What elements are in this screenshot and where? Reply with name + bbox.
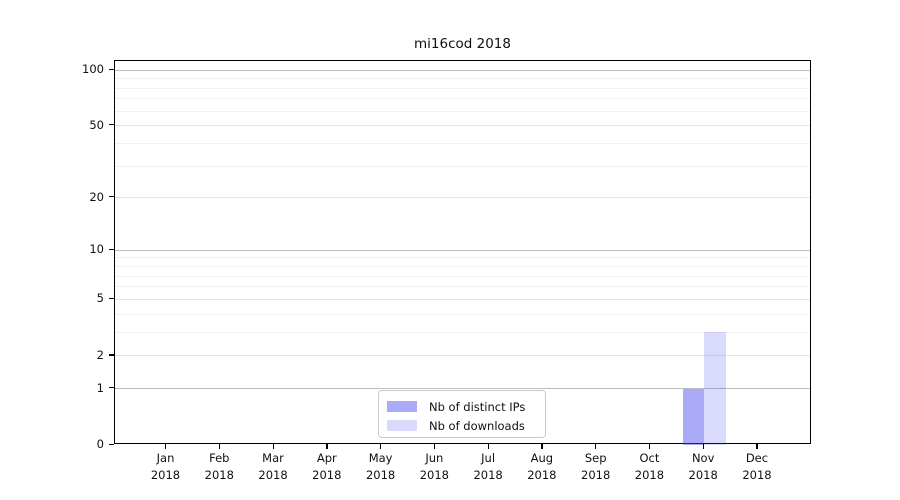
- y-tick-mark: [109, 196, 114, 198]
- x-tick-mark: [272, 444, 274, 449]
- x-tick-label: Jul 2018: [473, 451, 503, 482]
- y-tick-label: 1: [96, 380, 104, 395]
- x-tick-mark: [165, 444, 167, 449]
- gridline: [115, 266, 810, 268]
- x-tick-mark: [595, 444, 597, 449]
- legend-swatch-downloads-icon: [387, 420, 417, 431]
- x-tick-label: Feb 2018: [204, 451, 234, 482]
- x-tick-label: Mar 2018: [258, 451, 288, 482]
- gridline: [115, 98, 810, 100]
- y-tick-mark: [109, 443, 114, 445]
- plot-area: [114, 60, 811, 445]
- legend-swatch-distinct-ips-icon: [387, 401, 417, 412]
- x-tick-label: Dec 2018: [742, 451, 772, 482]
- bar-distinct-ips: [682, 388, 705, 445]
- gridline: [115, 355, 810, 357]
- legend-item-downloads: Nb of downloads: [387, 416, 537, 435]
- x-tick-mark: [487, 444, 489, 449]
- x-tick-label: May 2018: [365, 451, 396, 482]
- gridline: [115, 257, 810, 259]
- gridline: [115, 286, 810, 288]
- chart-title: mi16cod 2018: [414, 36, 511, 52]
- x-tick-mark: [380, 444, 382, 449]
- y-tick-mark: [109, 387, 114, 389]
- y-tick-label: 10: [89, 242, 104, 257]
- y-tick-mark: [109, 354, 114, 356]
- x-tick-mark: [541, 444, 543, 449]
- y-tick-mark: [109, 248, 114, 251]
- legend-label-distinct-ips: Nb of distinct IPs: [429, 399, 526, 414]
- gridline: [115, 197, 810, 199]
- x-tick-label: Jun 2018: [419, 451, 449, 482]
- x-tick-mark: [702, 444, 704, 449]
- gridline: [115, 142, 810, 144]
- y-tick-label: 2: [96, 347, 104, 362]
- y-tick-label: 0: [96, 437, 104, 451]
- x-tick-label: Sep 2018: [581, 451, 611, 482]
- gridline: [115, 165, 810, 167]
- gridline: [115, 87, 810, 89]
- y-tick-mark: [109, 124, 114, 126]
- gridline: [115, 78, 810, 80]
- gridline: [115, 69, 810, 71]
- x-tick-label: Nov 2018: [688, 451, 718, 482]
- y-tick-mark: [109, 297, 114, 300]
- gridline: [115, 388, 810, 390]
- x-tick-mark: [218, 444, 221, 449]
- x-tick-label: Apr 2018: [312, 451, 342, 482]
- legend-label-downloads: Nb of downloads: [429, 418, 525, 433]
- y-tick-label: 50: [89, 117, 104, 132]
- y-tick-label: 20: [89, 189, 104, 204]
- x-tick-label: Jan 2018: [150, 451, 181, 482]
- gridline: [115, 125, 810, 127]
- legend-item-distinct-ips: Nb of distinct IPs: [387, 397, 537, 416]
- x-tick-label: Oct 2018: [634, 451, 665, 482]
- bar-downloads: [704, 332, 726, 445]
- gridline: [115, 313, 810, 315]
- y-tick-label: 5: [96, 291, 104, 306]
- y-tick-label: 100: [82, 62, 104, 77]
- gridline: [115, 249, 810, 251]
- x-tick-mark: [648, 444, 651, 449]
- x-tick-mark: [433, 444, 436, 449]
- x-tick-label: Aug 2018: [527, 451, 557, 482]
- y-tick-mark: [109, 68, 114, 70]
- gridline: [115, 331, 810, 333]
- gridline: [115, 275, 810, 277]
- x-tick-mark: [756, 444, 758, 449]
- gridline: [115, 110, 810, 112]
- x-tick-mark: [326, 444, 328, 449]
- legend: Nb of distinct IPs Nb of downloads: [378, 390, 546, 438]
- gridline: [115, 298, 810, 300]
